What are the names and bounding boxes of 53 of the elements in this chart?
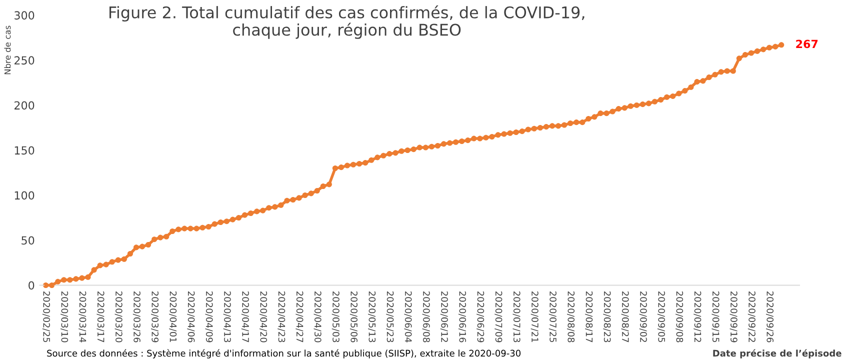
chart-title: Figure 2. Total cumulatif des cas confirmés, de la COVID-19, chaque jour, région du BSEO	[110, 5, 584, 39]
x-tick-label: 2020/03/20	[114, 291, 122, 342]
x-tick-label: 2020/02/25	[42, 291, 50, 342]
x-tick-label: 2020/06/29	[476, 291, 484, 342]
x-tick-label: 2020/04/30	[314, 291, 322, 342]
data-label: 267	[796, 40, 818, 48]
x-tick-label: 2020/07/21	[530, 291, 538, 342]
x-tick-label: 2020/06/16	[458, 291, 466, 342]
x-tick-label: 2020/04/17	[241, 291, 249, 342]
x-tick-label: 2020/06/08	[422, 291, 430, 342]
x-tick-label: 2020/05/13	[368, 291, 376, 342]
y-tick-label: 50	[22, 236, 34, 245]
y-tick-label: 300	[14, 11, 34, 20]
x-tick-label: 2020/08/17	[585, 291, 593, 342]
x-tick-label: 2020/09/15	[712, 291, 720, 342]
x-tick-label: 2020/04/09	[205, 291, 213, 342]
x-tick-label: 2020/08/08	[567, 291, 575, 342]
y-tick-label: 150	[14, 146, 34, 155]
x-tick-label: 2020/09/22	[748, 291, 756, 342]
x-tick-label: 2020/09/26	[766, 291, 774, 342]
x-tick-label: 2020/03/29	[150, 291, 159, 342]
x-tick-label: 2020/04/01	[169, 291, 177, 342]
x-tick-label: 2020/03/17	[96, 291, 104, 342]
source-note: Source des données : Système intégré d'information sur la santé publique (SIISP), extraite le 2020-09-30	[47, 349, 521, 358]
y-tick-label: 250	[14, 56, 34, 65]
x-tick-label: 2020/03/26	[132, 291, 140, 342]
x-tick-label: 2020/08/23	[603, 291, 611, 342]
x-tick-label: 2020/05/06	[350, 291, 358, 342]
x-tick-label: 2020/03/10	[60, 291, 68, 342]
x-tick-label: 2020/04/27	[296, 291, 304, 342]
x-tick-label: 2020/05/23	[386, 291, 394, 342]
x-tick-label: 2020/09/05	[657, 291, 665, 342]
x-tick-label: 2020/08/27	[621, 291, 629, 342]
x-tick-label: 2020/07/13	[512, 291, 520, 342]
x-tick-label: 2020/09/19	[730, 291, 738, 342]
y-tick-label: 0	[28, 281, 34, 290]
x-tick-label: 2020/06/12	[440, 291, 448, 342]
x-tick-label: 2020/04/20	[260, 291, 268, 342]
x-tick-label: 2020/06/04	[404, 291, 412, 342]
x-tick-label: 2020/07/09	[494, 291, 502, 342]
x-tick-label: 2020/04/06	[187, 291, 195, 342]
x-axis-title: Date précise de l’épisode	[713, 349, 842, 358]
x-tick-label: 2020/07/25	[548, 291, 556, 342]
x-tick-label: 2020/04/23	[278, 291, 286, 342]
x-tick-label: 2020/03/14	[78, 291, 86, 342]
x-tick-label: 2020/09/12	[694, 291, 702, 342]
y-axis-title: Nbre de cas	[4, 26, 11, 74]
y-tick-label: 200	[14, 101, 34, 110]
y-tick-label: 100	[14, 191, 34, 200]
x-tick-label: 2020/09/02	[639, 291, 647, 342]
x-tick-label: 2020/09/08	[676, 291, 684, 342]
x-tick-label: 2020/05/03	[332, 291, 340, 342]
x-tick-label: 2020/04/13	[223, 291, 231, 342]
